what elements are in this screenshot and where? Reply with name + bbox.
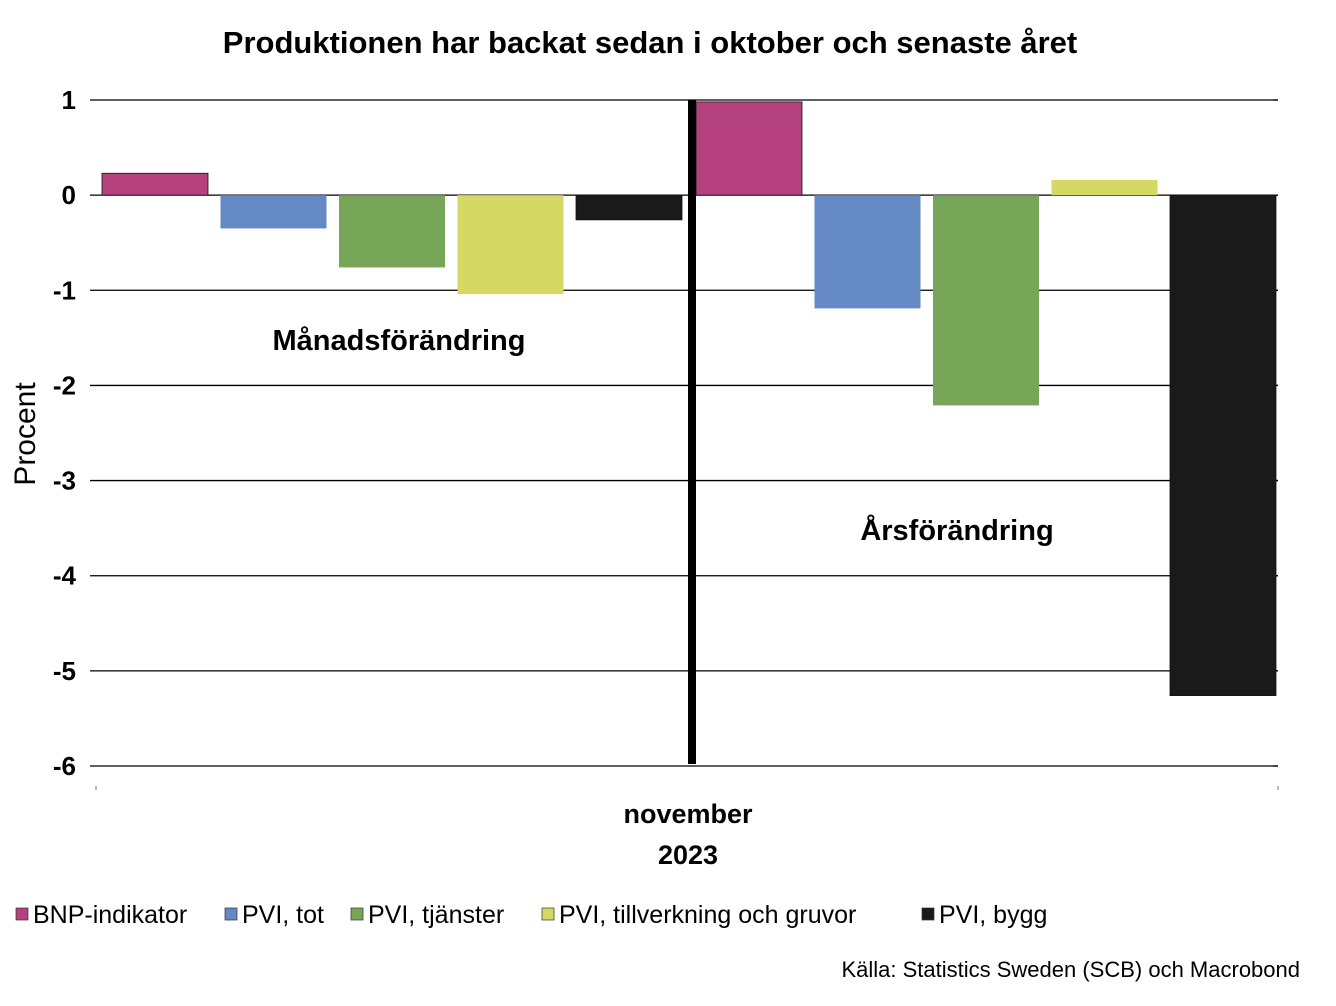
legend-label-4: PVI, tillverkning och gruvor bbox=[559, 901, 856, 929]
legend-label-5: PVI, bygg bbox=[939, 901, 1047, 929]
bar-monthly-4 bbox=[457, 195, 564, 295]
y-tick-label: -5 bbox=[53, 656, 76, 686]
x-category-label-line1: november bbox=[623, 799, 753, 829]
legend-swatch-5 bbox=[921, 907, 935, 921]
legend-swatch-2 bbox=[224, 907, 238, 921]
legend-swatch-3 bbox=[350, 907, 364, 921]
y-tick-label: 0 bbox=[62, 180, 76, 210]
legend: BNP-indikator PVI, tot PVI, tjänster PVI, t… bbox=[15, 901, 1047, 929]
bars bbox=[101, 101, 1277, 696]
bar-monthly-1 bbox=[101, 172, 209, 196]
y-tick-label: 1 bbox=[62, 85, 76, 115]
chart-title: Produktionen har backat sedan i oktober … bbox=[223, 25, 1077, 60]
y-tick-label: -2 bbox=[53, 370, 76, 400]
bar-yearly-1 bbox=[695, 101, 803, 196]
x-category-label-line2: 2023 bbox=[658, 840, 718, 870]
bar-yearly-2 bbox=[814, 195, 921, 309]
bar-monthly-5 bbox=[575, 194, 683, 221]
bar-yearly-4 bbox=[1051, 179, 1158, 196]
y-axis-label: Procent bbox=[9, 382, 42, 486]
y-axis-ticks: 1 0 -1 -2 -3 -4 -5 -6 bbox=[53, 85, 77, 781]
legend-label-2: PVI, tot bbox=[242, 901, 324, 929]
legend-label-1: BNP-indikator bbox=[33, 901, 187, 929]
legend-swatch-1 bbox=[15, 907, 29, 921]
group-label-yearly: Årsförändring bbox=[860, 514, 1053, 547]
bar-yearly-3 bbox=[933, 195, 1039, 406]
x-axis bbox=[95, 786, 1279, 790]
bar-yearly-5 bbox=[1169, 194, 1277, 696]
legend-swatch-4 bbox=[541, 907, 555, 921]
source-note: Källa: Statistics Sweden (SCB) och Macro… bbox=[841, 957, 1300, 982]
y-tick-label: -1 bbox=[53, 275, 76, 305]
bar-monthly-2 bbox=[220, 195, 327, 229]
y-tick-label: -6 bbox=[53, 751, 76, 781]
y-tick-label: -3 bbox=[53, 466, 76, 496]
group-label-monthly: Månadsförändring bbox=[273, 325, 526, 357]
y-tick-label: -4 bbox=[53, 561, 77, 591]
bar-monthly-3 bbox=[339, 195, 445, 268]
legend-label-3: PVI, tjänster bbox=[368, 901, 504, 929]
